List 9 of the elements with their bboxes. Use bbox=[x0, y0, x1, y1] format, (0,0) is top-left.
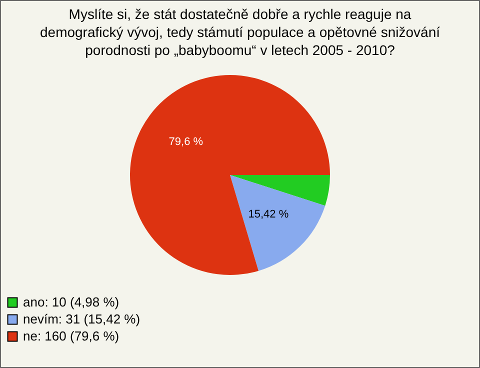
legend-label: nevím: 31 (15,42 %) bbox=[23, 312, 140, 326]
pie-slice bbox=[230, 175, 326, 271]
chart-title: Myslíte si, že stát dostatečně dobře a rychle reaguje na demografický vývoj, tedy stámutí populace a opětovné snižování porodnosti po „babyboomu“ v letech 2005 - 2010? bbox=[40, 6, 440, 58]
data-label: 15,42 % bbox=[248, 208, 289, 220]
pie-slice bbox=[130, 75, 330, 275]
data-label: 79,6 % bbox=[168, 136, 204, 148]
legend-label: ne: 160 (79,6 %) bbox=[23, 328, 120, 344]
legend-label: ano: 10 (4,98 %) bbox=[23, 294, 120, 310]
pie-slice bbox=[230, 175, 330, 206]
